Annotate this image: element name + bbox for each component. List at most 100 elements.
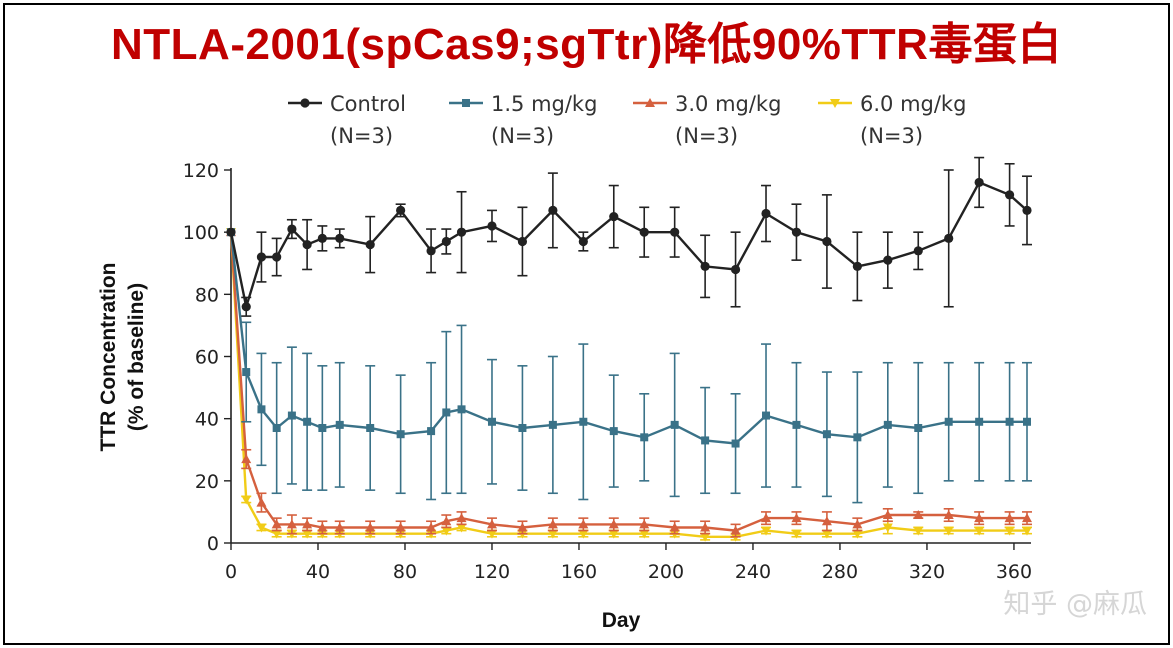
data-point	[442, 408, 451, 417]
data-point	[640, 433, 649, 442]
chart-axes: 0 20 40 60 80 100 120 0 40 80 120 160 200 240 280 320 36…	[183, 160, 1032, 583]
data-point	[272, 423, 281, 432]
y-tick-label: 100	[183, 222, 219, 244]
data-point	[366, 423, 375, 432]
data-point	[1004, 526, 1015, 536]
x-tick-label: 280	[822, 561, 858, 583]
data-point	[272, 252, 282, 262]
legend-n: (N=3)	[330, 124, 393, 148]
legend-label: 6.0 mg/kg	[860, 92, 966, 116]
legend-item-1-5-mg-kg: 1.5 mg/kg (N=3)	[449, 92, 597, 148]
data-point	[547, 529, 558, 539]
data-point	[256, 497, 267, 507]
data-point	[853, 433, 862, 442]
data-point	[579, 417, 588, 426]
data-point	[335, 233, 345, 243]
data-point	[914, 423, 923, 432]
data-point	[256, 252, 267, 262]
data-point	[456, 513, 467, 523]
series-1-5-mg-kg	[227, 228, 1032, 504]
data-point	[426, 246, 436, 256]
x-tick-label: 80	[393, 561, 417, 583]
data-point	[335, 420, 344, 429]
y-tick-label: 120	[183, 160, 219, 182]
data-point	[426, 522, 437, 532]
x-tick-label: 120	[474, 561, 510, 583]
series-line	[229, 232, 1027, 538]
data-point	[302, 240, 312, 250]
data-point	[944, 233, 954, 243]
series-control	[226, 156, 1032, 317]
data-point	[791, 513, 802, 523]
y-tick-label: 60	[195, 347, 219, 369]
data-point	[852, 261, 862, 271]
data-point	[882, 523, 893, 533]
data-point	[761, 513, 772, 523]
data-point	[943, 526, 954, 536]
data-point	[608, 529, 619, 539]
chart-legend: Control (N=3) 1.5 mg/kg (N=3) 3.0 mg/kg (N=3)…	[288, 92, 966, 148]
data-point	[609, 212, 619, 222]
data-point	[701, 436, 710, 445]
data-point	[1005, 417, 1014, 426]
data-point	[518, 423, 527, 432]
data-point	[441, 236, 451, 247]
legend-item-6-0-mg-kg: 6.0 mg/kg (N=3)	[818, 92, 966, 148]
data-point	[487, 417, 496, 426]
data-point	[821, 529, 832, 539]
y-tick-label: 0	[207, 533, 219, 555]
data-point	[975, 417, 984, 426]
data-point	[334, 522, 345, 532]
data-point	[486, 529, 497, 539]
data-point	[913, 246, 923, 256]
data-point	[821, 516, 832, 526]
legend-item-control: Control (N=3)	[288, 92, 406, 148]
data-point	[517, 522, 528, 532]
x-tick-label: 200	[648, 561, 684, 583]
data-point	[1022, 526, 1032, 536]
data-point	[730, 264, 741, 275]
data-point	[974, 513, 985, 523]
data-point	[441, 526, 452, 536]
y-tick-label: 80	[195, 284, 219, 306]
data-point	[974, 526, 985, 536]
data-point	[883, 255, 893, 265]
data-point	[578, 529, 589, 539]
x-tick-label: 320	[909, 561, 945, 583]
data-point	[943, 510, 954, 520]
y-axis-label-line2: (% of baseline)	[125, 283, 148, 431]
data-point	[457, 405, 466, 414]
legend-item-3-0-mg-kg: 3.0 mg/kg (N=3)	[633, 92, 781, 148]
data-point	[1005, 190, 1015, 200]
data-point	[1023, 417, 1031, 426]
data-point	[395, 522, 406, 532]
series-line	[229, 180, 1028, 308]
data-point	[700, 261, 710, 271]
data-point	[761, 526, 772, 536]
data-point	[548, 420, 557, 429]
data-point	[242, 368, 251, 377]
series-line	[229, 232, 1027, 532]
data-point	[365, 240, 375, 250]
series-line	[229, 232, 1027, 445]
data-point	[882, 510, 893, 520]
data-point	[609, 427, 618, 436]
data-point	[256, 523, 267, 533]
x-tick-label: 360	[996, 561, 1032, 583]
data-point	[427, 427, 436, 436]
data-point	[762, 411, 771, 420]
data-point	[1004, 513, 1015, 523]
data-point	[271, 519, 282, 529]
data-point	[396, 430, 405, 439]
data-point	[974, 177, 984, 188]
data-point	[286, 519, 297, 529]
watermark: 知乎 @麻瓜	[1003, 589, 1147, 620]
data-point	[517, 236, 528, 247]
data-point	[441, 516, 452, 526]
legend-marker	[645, 98, 655, 107]
data-point	[670, 227, 680, 237]
data-point	[241, 495, 252, 505]
data-point	[670, 420, 679, 429]
data-point	[730, 525, 741, 535]
